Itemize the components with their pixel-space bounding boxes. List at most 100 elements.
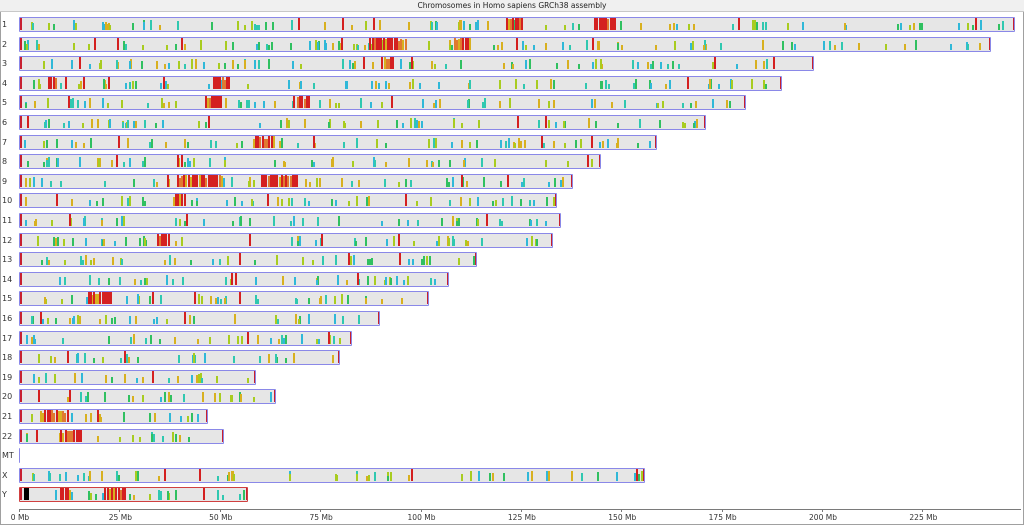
chromosome-bar-10[interactable] (19, 193, 557, 209)
feature-marker (477, 219, 480, 226)
feature-marker (211, 174, 214, 187)
feature-marker (163, 392, 166, 403)
chromosome-bar-MT[interactable] (19, 448, 21, 464)
feature-marker (93, 358, 96, 364)
feature-marker (97, 294, 100, 305)
feature-marker (605, 79, 608, 89)
chromosome-bar-3[interactable] (19, 56, 814, 72)
feature-marker (487, 21, 490, 30)
chromosome-bar-18[interactable] (19, 350, 341, 366)
x-axis-tick (520, 509, 522, 512)
feature-marker (448, 200, 451, 207)
chromosome-bar-14[interactable] (19, 271, 449, 287)
feature-marker (59, 473, 62, 481)
feature-marker (164, 260, 167, 266)
feature-marker (70, 99, 73, 109)
feature-marker (80, 392, 83, 403)
feature-marker (300, 64, 303, 70)
feature-marker (549, 78, 552, 89)
telomere-marker (1012, 18, 1014, 30)
feature-marker (252, 201, 255, 207)
chromosome-bar-5[interactable] (19, 95, 746, 111)
chromosome-bar-22[interactable] (19, 428, 224, 444)
feature-marker (34, 219, 37, 226)
feature-marker (111, 318, 114, 324)
feature-marker (556, 63, 559, 70)
feature-marker (398, 40, 400, 50)
feature-marker (705, 43, 708, 50)
chromosome-bar-Y[interactable] (19, 487, 248, 503)
feature-marker (107, 23, 110, 30)
feature-marker (165, 44, 168, 50)
feature-marker (370, 258, 373, 266)
feature-marker (965, 41, 968, 50)
chromosome-bar-12[interactable] (19, 232, 553, 248)
chromosome-label: 5 (2, 98, 8, 108)
chromosome-bar-2[interactable] (19, 36, 991, 52)
chromosome-bar-8[interactable] (19, 154, 602, 170)
feature-marker (208, 176, 211, 187)
feature-marker (600, 80, 603, 89)
feature-marker (997, 24, 1000, 30)
feature-marker (116, 37, 119, 50)
feature-marker (333, 296, 336, 305)
chromosome-bar-19[interactable] (19, 369, 256, 385)
feature-marker (84, 216, 87, 226)
chromosome-bar-6[interactable] (19, 115, 706, 130)
feature-marker (319, 177, 322, 187)
chromosome-bar-7[interactable] (19, 134, 658, 150)
feature-marker (578, 64, 581, 70)
feature-marker (56, 194, 59, 207)
feature-marker (980, 20, 983, 30)
chromosome-label: 4 (2, 78, 8, 88)
feature-marker (257, 60, 260, 70)
feature-marker (435, 240, 438, 246)
chromosome-bar-9[interactable] (19, 173, 574, 189)
chromosome-bar-X[interactable] (19, 467, 646, 483)
feature-marker (381, 299, 384, 305)
chromosome-bar-13[interactable] (19, 252, 477, 268)
feature-marker (365, 236, 368, 246)
chromosome-bar-21[interactable] (19, 409, 208, 424)
feature-marker (347, 201, 350, 207)
chromosome-bar-20[interactable] (19, 389, 276, 405)
x-axis-tick (19, 509, 20, 512)
feature-marker (299, 96, 302, 109)
x-axis-tick-label: 125 Mb (507, 513, 536, 522)
feature-marker (359, 98, 362, 109)
feature-marker (52, 24, 55, 30)
feature-marker (415, 201, 418, 207)
feature-marker (492, 472, 495, 481)
feature-marker (26, 161, 29, 168)
feature-marker (187, 436, 190, 442)
feature-marker (668, 24, 671, 30)
feature-marker (284, 162, 287, 168)
feature-marker (70, 492, 73, 501)
chromosome-bar-16[interactable] (19, 311, 381, 326)
feature-marker (57, 411, 60, 422)
feature-marker (343, 141, 346, 148)
chromosome-bar-17[interactable] (19, 330, 353, 346)
feature-marker (297, 18, 300, 30)
feature-marker (389, 471, 392, 481)
telomere-marker (20, 272, 22, 285)
feature-marker (559, 179, 562, 187)
feature-marker (110, 488, 113, 501)
chromosome-bar-11[interactable] (19, 213, 562, 228)
feature-marker (210, 99, 213, 109)
feature-marker (623, 100, 626, 109)
feature-marker (234, 314, 237, 324)
feature-marker (389, 276, 392, 285)
chromosome-bar-1[interactable] (19, 17, 1015, 32)
feature-marker (45, 139, 48, 148)
feature-marker (529, 220, 532, 226)
feature-marker (153, 433, 156, 442)
feature-marker (152, 292, 155, 305)
chromosome-bar-4[interactable] (19, 75, 782, 91)
feature-marker (105, 315, 107, 324)
feature-marker (197, 338, 200, 344)
chromosome-bar-15[interactable] (19, 291, 429, 307)
feature-marker (122, 122, 125, 128)
feature-marker (116, 155, 119, 168)
feature-marker (476, 197, 479, 207)
